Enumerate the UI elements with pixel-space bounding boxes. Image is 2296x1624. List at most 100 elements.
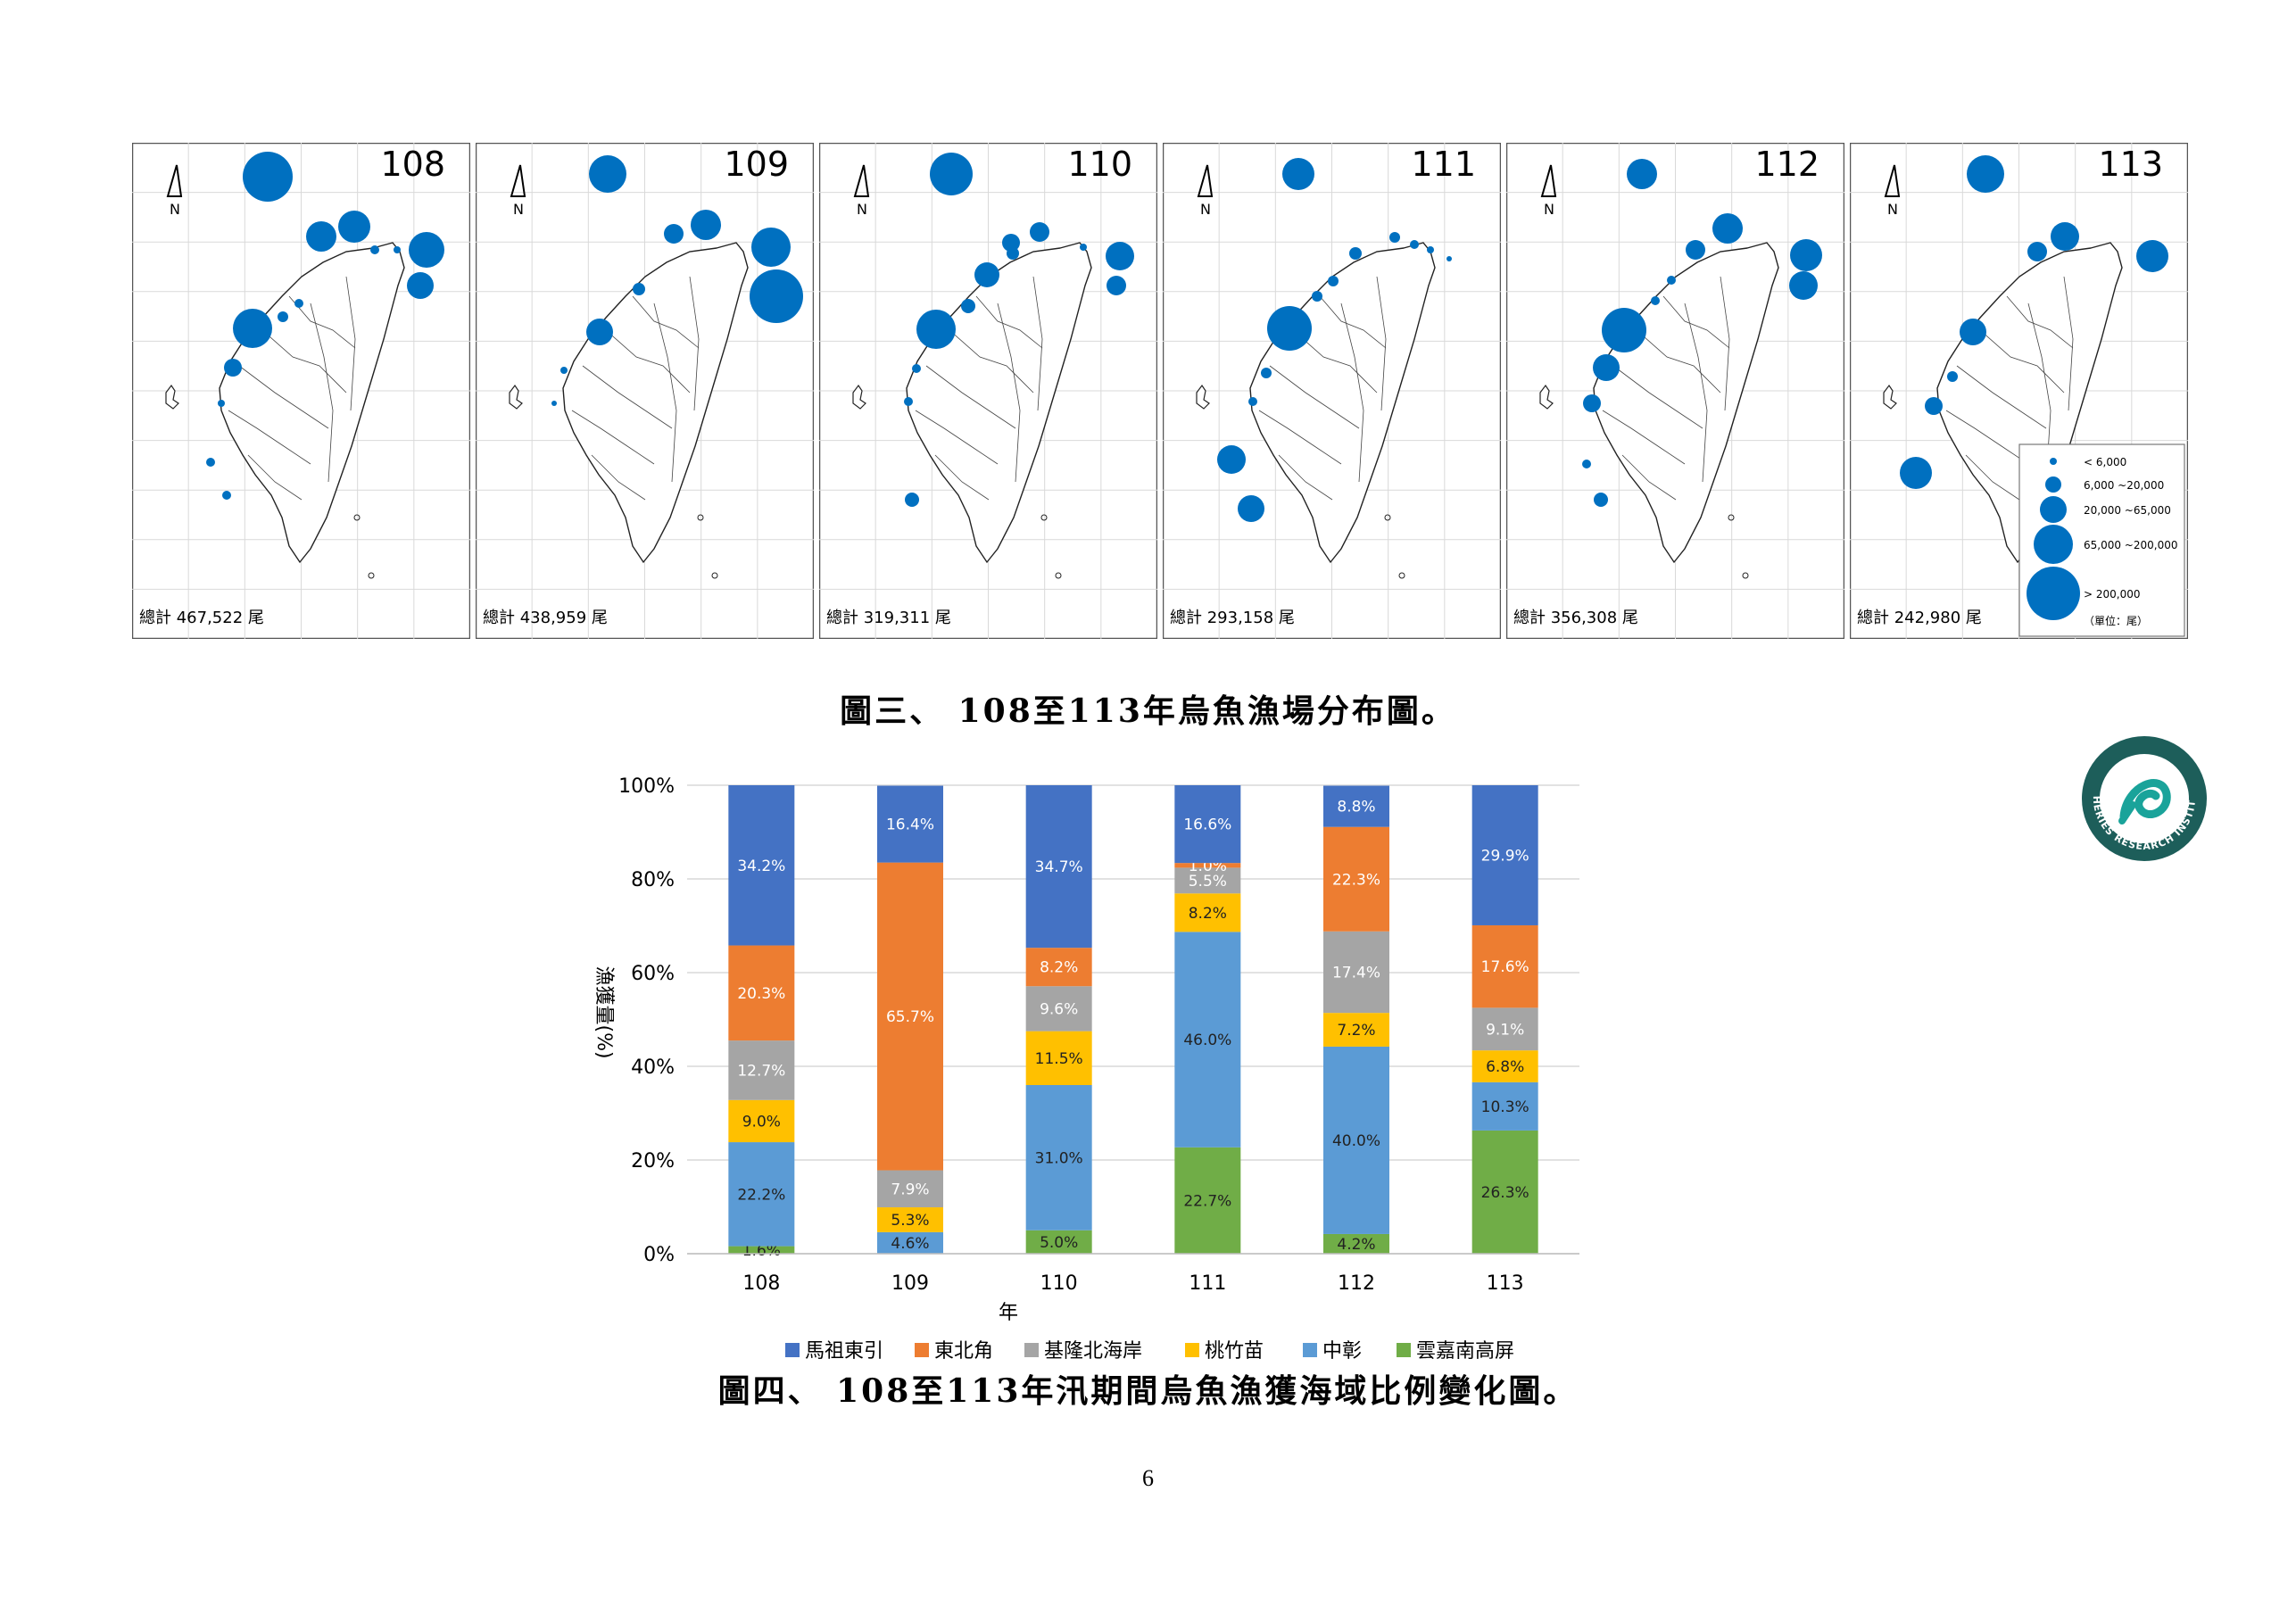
bar-segment xyxy=(1323,1046,1389,1234)
data-label: 8.8% xyxy=(1337,799,1375,816)
catch-bubble xyxy=(1651,296,1660,305)
map-panel-108: N 108 總計 467,522 尾 xyxy=(132,143,470,639)
map-figure: N xyxy=(132,143,470,639)
data-label: 5.3% xyxy=(891,1212,929,1230)
map-figure: N xyxy=(819,143,1157,639)
bar-segment xyxy=(1323,1013,1389,1047)
legend-label: 馬祖東引 xyxy=(805,1340,883,1363)
catch-bubble xyxy=(1582,460,1591,468)
catch-bubble xyxy=(1238,495,1264,522)
catch-bubble xyxy=(1107,276,1126,295)
data-label: 22.3% xyxy=(1332,871,1380,889)
catch-bubble xyxy=(1583,394,1601,412)
legend-item: 桃竹苗 xyxy=(1185,1340,1264,1363)
catch-bubble xyxy=(589,155,626,193)
bar-segment xyxy=(1174,893,1241,932)
fishing-ground-maps: N 108 總計 467,522 尾 N 109 總計 438,959 尾 N 110 總計 3… xyxy=(132,143,2188,642)
catch-bubble xyxy=(1106,242,1134,270)
data-label: 17.6% xyxy=(1481,958,1529,976)
data-label: 5.0% xyxy=(1040,1234,1078,1252)
data-label: 20.3% xyxy=(737,985,785,1003)
bar-segment xyxy=(1471,1130,1538,1254)
bar-segment xyxy=(1471,1007,1538,1051)
catch-bubble xyxy=(1349,247,1362,260)
data-label: 16.6% xyxy=(1183,816,1231,834)
catch-bubble xyxy=(2051,222,2079,251)
catch-bubble xyxy=(206,458,215,467)
bar-segment xyxy=(1025,1230,1092,1254)
catch-bubble xyxy=(691,210,721,240)
north-arrow-icon: N xyxy=(1540,164,1557,218)
catch-bubble xyxy=(1667,276,1676,285)
legend-bubble xyxy=(2045,476,2061,493)
catch-bubble xyxy=(1312,291,1322,302)
data-label: 31.0% xyxy=(1035,1149,1083,1167)
bar-segment xyxy=(1471,924,1538,1008)
bar-segment xyxy=(1025,1031,1092,1085)
map-figure: N < 6,000 6,000 ~20,000 20,000 ~65,000 65,00… xyxy=(1850,143,2188,639)
map-year-label: 111 xyxy=(1411,145,1476,184)
catch-bubble xyxy=(1947,371,1958,382)
catch-bubble xyxy=(905,493,919,507)
map-figure: N xyxy=(1506,143,1844,639)
legend-item: 基隆北海岸 xyxy=(1024,1340,1142,1363)
catch-bubble xyxy=(1627,159,1657,189)
legend-item: 馬祖東引 xyxy=(785,1340,883,1363)
bar-segment xyxy=(1025,986,1092,1032)
catch-bubble xyxy=(1686,240,1705,260)
data-label: 5.5% xyxy=(1189,873,1227,891)
bar-segment xyxy=(1025,1085,1092,1230)
catch-bubble xyxy=(224,359,242,377)
catch-bubble xyxy=(1446,256,1452,261)
map-panel-109: N 109 總計 438,959 尾 xyxy=(476,143,814,639)
data-label: 22.7% xyxy=(1183,1192,1231,1210)
legend-swatch xyxy=(1397,1343,1411,1357)
legend-range-label: 20,000 ~65,000 xyxy=(2084,504,2171,517)
catch-bubble xyxy=(1007,247,1019,260)
institute-logo: FISHERIES RESEARCH INSTITUTE xyxy=(2073,723,2211,869)
data-label: 40.0% xyxy=(1332,1132,1380,1150)
data-label: 17.4% xyxy=(1332,964,1380,982)
bar-segment xyxy=(1471,1050,1538,1082)
legend-swatch xyxy=(915,1343,929,1357)
bar-segment xyxy=(1025,948,1092,987)
legend-bubble xyxy=(2040,496,2067,523)
catch-bubble xyxy=(407,272,434,299)
x-tick-label: 110 xyxy=(1040,1272,1078,1295)
map-year-label: 113 xyxy=(2098,145,2163,184)
legend-range-label: 65,000 ~200,000 xyxy=(2084,539,2177,551)
catch-bubble xyxy=(1594,493,1608,507)
x-tick-label: 111 xyxy=(1189,1272,1226,1295)
data-label: 9.1% xyxy=(1486,1021,1524,1039)
legend-label: 東北角 xyxy=(934,1340,993,1363)
catch-bubble xyxy=(1030,222,1049,242)
bar-segment xyxy=(728,785,795,946)
catch-bubble xyxy=(222,491,231,500)
bar-segment xyxy=(877,862,943,1171)
catch-bubble xyxy=(930,153,973,195)
catch-bubble xyxy=(218,400,225,407)
legend-item: 中彰 xyxy=(1303,1340,1362,1363)
y-tick-label: 40% xyxy=(631,1056,675,1079)
north-arrow-icon: N xyxy=(1197,164,1214,218)
legend-swatch xyxy=(1024,1343,1039,1357)
bar-segment xyxy=(1025,785,1092,949)
legend-label: 雲嘉南高屏 xyxy=(1416,1340,1514,1363)
bar-segment xyxy=(1174,785,1241,864)
catch-bubble xyxy=(1925,397,1943,415)
catch-bubble xyxy=(1248,397,1257,406)
bar-segment xyxy=(877,785,943,863)
bar-segment xyxy=(1174,863,1241,868)
data-label: 7.9% xyxy=(891,1181,929,1198)
legend-range-label: > 200,000 xyxy=(2084,588,2141,601)
figure-3-caption: 圖三、 108至113年烏魚漁場分布圖。 xyxy=(840,692,1456,730)
map-total-label: 總計 293,158 尾 xyxy=(1170,609,1295,627)
north-label: N xyxy=(1887,201,1898,218)
legend-range-label: < 6,000 xyxy=(2084,456,2126,468)
catch-bubble xyxy=(664,224,684,244)
catch-bubble xyxy=(1712,213,1743,244)
legend-unit-note: （單位：尾） xyxy=(2084,614,2148,627)
catch-bubble xyxy=(243,152,293,202)
map-year-label: 112 xyxy=(1754,145,1819,184)
legend-bubble xyxy=(2034,525,2073,564)
